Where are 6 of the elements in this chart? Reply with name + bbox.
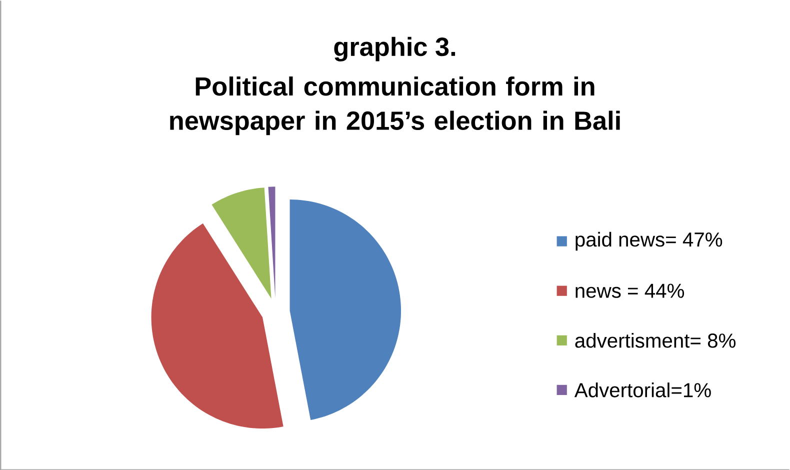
legend-label: advertisment= 8% <box>575 332 736 348</box>
legend-label: news = 44% <box>576 284 684 298</box>
chart-title: graphic 3. <box>334 36 456 62</box>
chart-subtitle: Political communication form in newspaper in 2015’s election in Bali <box>170 76 620 135</box>
legend-label: Advertorial=1% <box>574 382 711 398</box>
legend-label: paid news= 47% <box>576 232 722 250</box>
